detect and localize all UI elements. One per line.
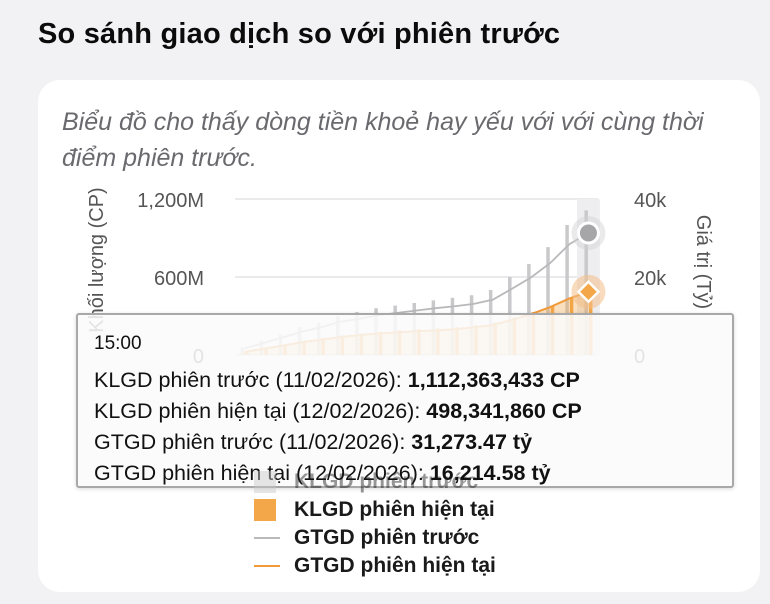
tooltip-label: KLGD phiên hiện tại (12/02/2026): — [94, 399, 421, 423]
legend-item-curr-volume[interactable]: KLGD phiên hiện tại — [254, 496, 574, 524]
tooltip-value: 1,112,363,433 CP — [407, 368, 580, 392]
tooltip-row-prev-value: GTGD phiên trước (11/02/2026): 31,273.47… — [94, 427, 732, 458]
page-title: So sánh giao dịch so với phiên trước — [38, 18, 561, 50]
legend-label: KLGD phiên hiện tại — [294, 498, 495, 521]
y-right-tick-label: 20k — [634, 268, 667, 290]
tooltip-value: 16,214.58 tỷ — [429, 461, 551, 485]
legend-label: GTGD phiên trước — [294, 526, 480, 549]
y-right-axis-title: Giá trị (Tỷ) — [692, 215, 714, 309]
hover-markers — [571, 216, 606, 309]
legend-swatch-bar-icon — [254, 471, 276, 493]
marker-curr-value — [576, 279, 601, 304]
tooltip-row-curr-value: GTGD phiên hiện tại (12/02/2026): 16,214… — [94, 458, 732, 489]
legend-swatch-bar-icon — [254, 499, 276, 521]
tooltip-row-prev-volume: KLGD phiên trước (11/02/2026): 1,112,363… — [94, 365, 732, 396]
tooltip-value: 31,273.47 tỷ — [411, 430, 533, 454]
bar-prev-volume — [527, 264, 531, 355]
legend-swatch-line-icon — [254, 537, 280, 539]
chart-tooltip: 15:00 KLGD phiên trước (11/02/2026): 1,1… — [76, 313, 734, 488]
chart-caption: Biểu đồ cho thấy dòng tiền khoẻ hay yếu … — [62, 108, 704, 172]
tooltip-value: 498,341,860 CP — [426, 399, 582, 423]
tooltip-time: 15:00 — [94, 333, 142, 354]
tooltip-row-curr-volume: KLGD phiên hiện tại (12/02/2026): 498,34… — [94, 396, 732, 427]
legend-item-prev-value[interactable]: GTGD phiên trước — [254, 524, 574, 552]
bar-prev-volume — [546, 247, 550, 355]
y-left-axis-title: Khối lượng (CP) — [86, 187, 108, 332]
legend-item-curr-value[interactable]: GTGD phiên hiện tại — [254, 552, 574, 580]
tooltip-label: GTGD phiên trước (11/02/2026): — [94, 430, 406, 454]
legend-item-prev-volume[interactable]: KLGD phiên trước — [254, 468, 574, 496]
bar-prev-volume — [565, 225, 569, 355]
axes: 0600M1,200M020k40kKhối lượng (CP)Giá trị… — [86, 187, 714, 368]
tooltip-label: KLGD phiên trước (11/02/2026): — [94, 368, 402, 392]
marker-prev-value — [576, 221, 600, 245]
legend-swatch-line-icon — [254, 565, 280, 567]
legend-label: KLGD phiên trước — [294, 470, 479, 493]
y-left-tick-label: 600M — [154, 268, 204, 290]
y-right-tick-label: 40k — [634, 190, 667, 212]
tooltip-label: GTGD phiên hiện tại (12/02/2026): — [94, 461, 424, 485]
y-left-tick-label: 1,200M — [137, 190, 204, 212]
legend-label: GTGD phiên hiện tại — [294, 554, 496, 577]
